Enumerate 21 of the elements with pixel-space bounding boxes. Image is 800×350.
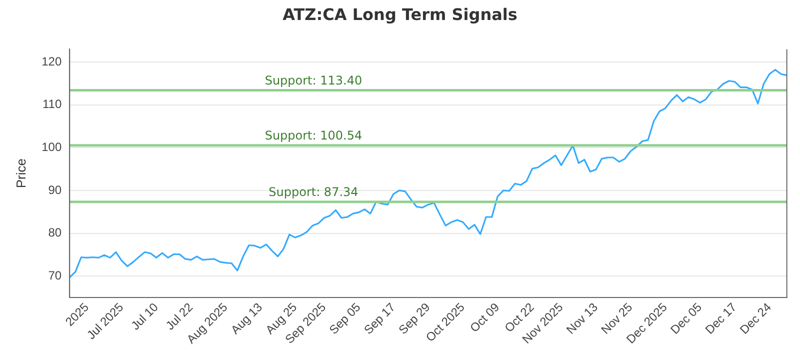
ref-line-label: Support: 113.40 [264, 73, 362, 88]
ref-line-label: Support: 100.54 [264, 128, 362, 142]
x-tick-label: Aug 13 [228, 300, 266, 337]
y-tick-label: 70 [48, 268, 62, 282]
y-tick-label: 120 [42, 54, 62, 68]
y-axis-title: Price [13, 158, 28, 188]
y-tick-label: 100 [42, 140, 62, 154]
x-tick-label: Jul 22 [162, 300, 196, 333]
x-tick-label: Nov 13 [564, 300, 601, 337]
x-tick-label: Jul 10 [128, 300, 162, 333]
y-tick-label: 110 [42, 97, 62, 112]
x-tick-label: Oct 09 [467, 300, 502, 336]
y-tick-label: 90 [48, 182, 62, 197]
chart-title: ATZ:CA Long Term Signals [282, 4, 518, 24]
y-tick-label: 80 [48, 226, 62, 240]
ref-line-label: Support: 87.34 [268, 184, 358, 199]
x-tick-label: Sep 17 [361, 300, 398, 337]
x-tick-label: Dec 17 [702, 300, 740, 337]
x-tick-label: Dec 05 [668, 300, 705, 337]
x-tick-label: Sep 05 [326, 300, 364, 337]
x-tick-label: Dec 24 [737, 300, 774, 337]
